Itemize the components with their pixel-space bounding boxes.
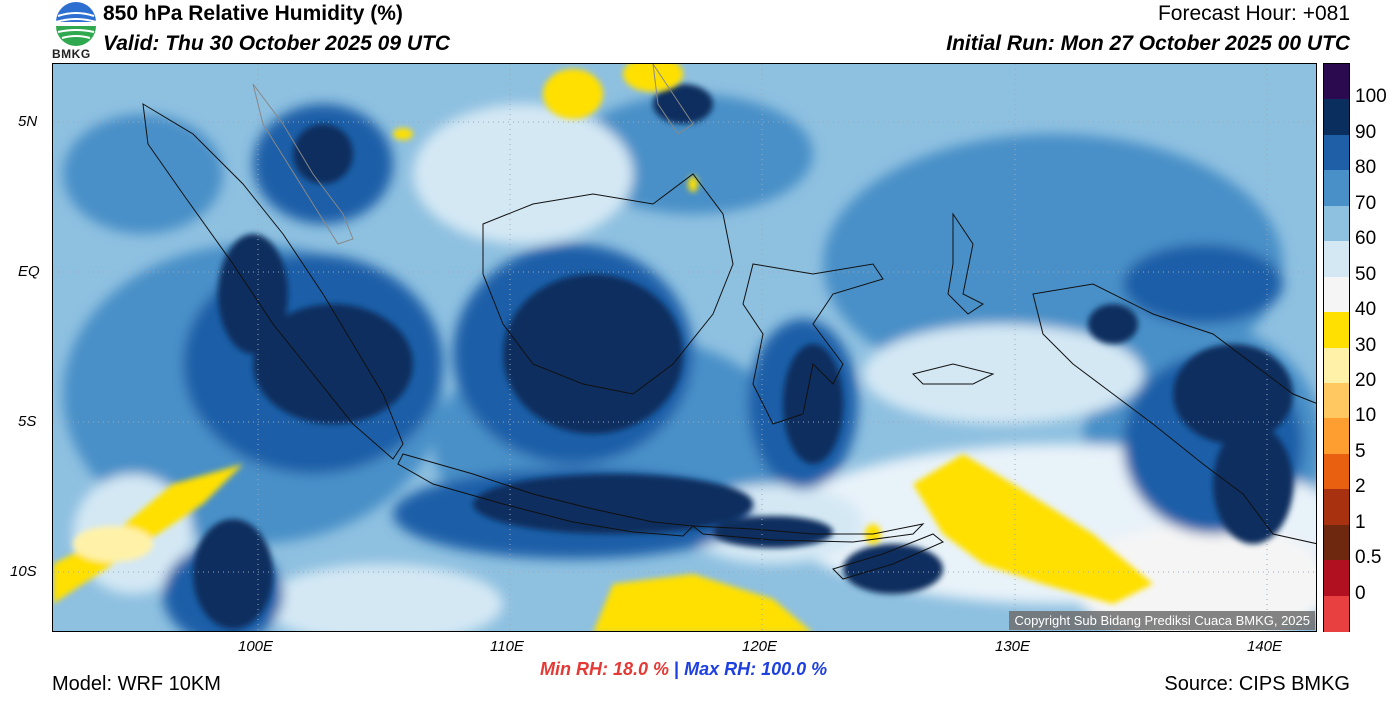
lat-label-10s: 10S (10, 563, 37, 580)
colorbar-label: 80 (1355, 157, 1377, 179)
colorbar-segment (1324, 418, 1349, 455)
logo-text: BMKG (52, 47, 91, 61)
colorbar-label: 100 (1355, 86, 1387, 108)
humidity-map-canvas (53, 64, 1316, 631)
humidity-map (52, 63, 1317, 632)
colorbar-label: 40 (1355, 299, 1377, 321)
colorbar-segment (1324, 134, 1349, 171)
colorbar-label: 2 (1355, 476, 1366, 498)
lat-label-eq: EQ (18, 263, 40, 280)
colorbar-segment (1324, 276, 1349, 313)
colorbar-segment (1324, 560, 1349, 597)
colorbar-label: 50 (1355, 263, 1377, 285)
colorbar-segment (1324, 382, 1349, 419)
colorbar-segment (1324, 489, 1349, 526)
colorbar-segment (1324, 312, 1349, 348)
initial-run: Initial Run: Mon 27 October 2025 00 UTC (946, 32, 1350, 55)
data-source: Source: CIPS BMKG (1164, 673, 1350, 695)
colorbar-label: 30 (1355, 334, 1377, 356)
colorbar-label: 10 (1355, 405, 1377, 427)
colorbar-label: 90 (1355, 121, 1377, 143)
colorbar-segment (1324, 64, 1349, 100)
lon-label-130e: 130E (995, 638, 1031, 655)
lat-label-5n: 5N (18, 113, 38, 130)
colorbar-label: 60 (1355, 228, 1377, 250)
colorbar-label: 0.5 (1355, 547, 1382, 569)
colorbar-label: 1 (1355, 511, 1366, 533)
forecast-hour: Forecast Hour: +081 (1157, 2, 1350, 25)
colorbar-segment (1324, 347, 1349, 384)
lon-label-120e: 120E (742, 638, 778, 655)
model-name: Model: WRF 10KM (52, 673, 221, 695)
colorbar-segment (1324, 99, 1349, 136)
copyright-notice: Copyright Sub Bidang Prediksi Cuaca BMKG… (1009, 611, 1315, 630)
map-title: 850 hPa Relative Humidity (%) (103, 2, 403, 25)
colorbar-segment (1324, 170, 1349, 207)
colorbar-segment (1324, 453, 1349, 490)
colorbar-label: 70 (1355, 192, 1377, 214)
valid-time: Valid: Thu 30 October 2025 09 UTC (103, 32, 450, 55)
lon-label-110e: 110E (490, 638, 524, 655)
colorbar-segment (1324, 524, 1349, 561)
min-rh: Min RH: 18.0 % (540, 659, 670, 679)
colorbar-label: 20 (1355, 369, 1377, 391)
bmkg-logo-icon (50, 0, 102, 62)
colorbar-label: 5 (1355, 440, 1366, 462)
colorbar-segment (1324, 205, 1349, 242)
colorbar-segment (1324, 241, 1349, 278)
lat-label-5s: 5S (18, 413, 37, 430)
lon-label-140e: 140E (1247, 638, 1283, 655)
rh-stats: Min RH: 18.0 % | Max RH: 100.0 % (540, 659, 827, 680)
max-rh: Max RH: 100.0 % (684, 659, 828, 679)
colorbar-label: 0 (1355, 582, 1366, 604)
colorbar-segment (1324, 595, 1349, 632)
rh-separator: | (674, 659, 680, 679)
colorbar (1323, 63, 1350, 632)
lon-label-100e: 100E (238, 638, 274, 655)
